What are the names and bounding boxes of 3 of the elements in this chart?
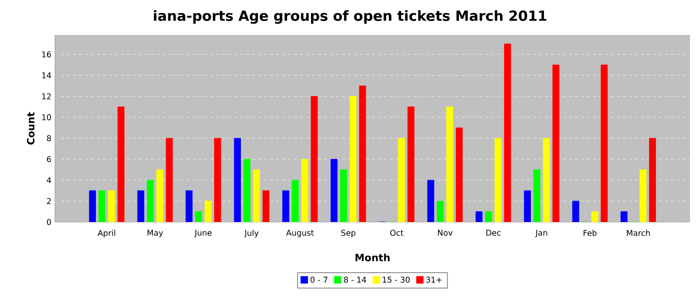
x-axis-title: Month (356, 254, 390, 262)
chart-title: iana-ports Age groups of open tickets March 2011 (154, 10, 546, 24)
y-axis-title: Count (26, 112, 34, 145)
